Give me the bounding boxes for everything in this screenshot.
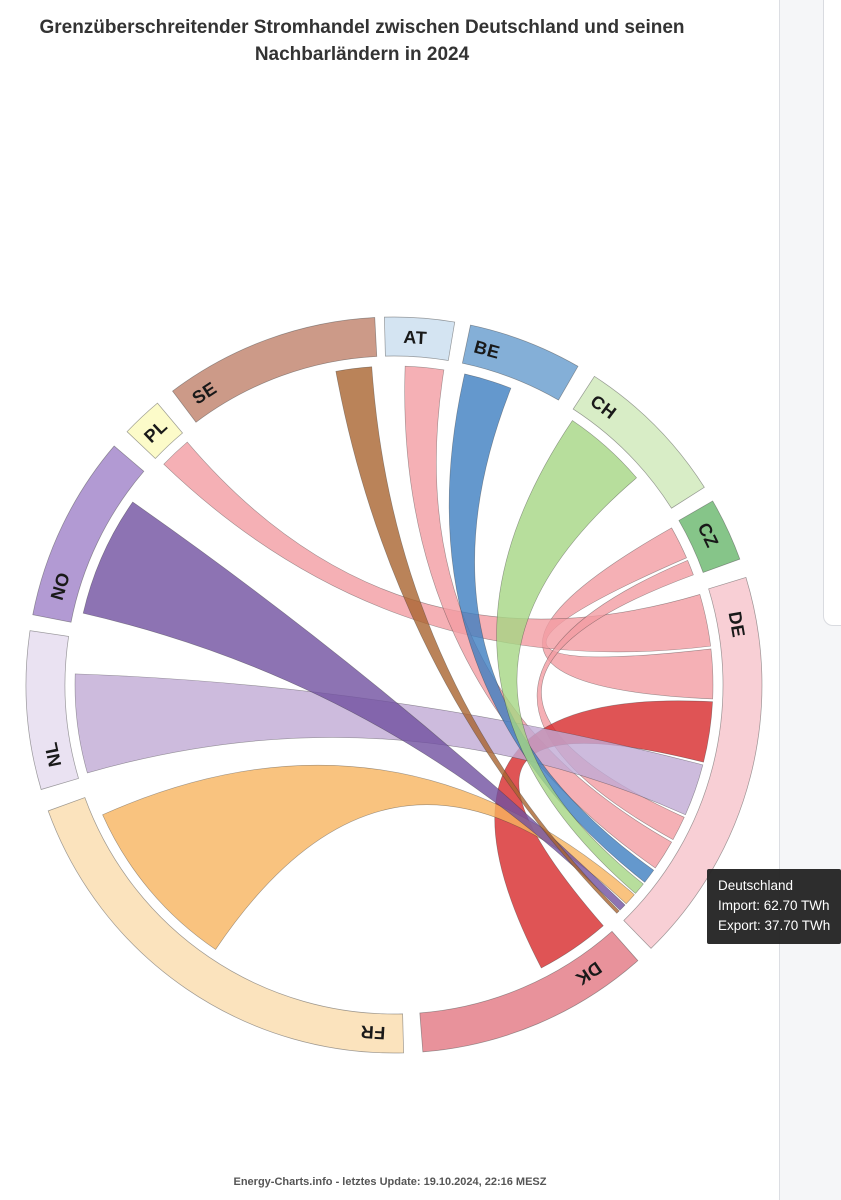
country-arc-DK[interactable] [419, 930, 639, 1053]
ribbon-NO-DE[interactable] [82, 501, 626, 911]
country-arc-AT[interactable] [384, 316, 456, 361]
ribbon-DK-DE[interactable] [494, 700, 713, 969]
ribbon-PL-DE[interactable] [163, 441, 711, 653]
page-title-line1: Grenzüberschreitender Stromhandel zwisch… [39, 17, 685, 38]
tooltip-country: Deutschland [718, 878, 794, 893]
ribbon-AT-DE[interactable] [404, 365, 673, 869]
ribbon-SE-DE[interactable] [335, 366, 620, 914]
country-label-AT: AT [403, 327, 428, 348]
ribbon-NL-DE[interactable] [74, 673, 704, 816]
country-arc-CH[interactable] [572, 375, 705, 509]
country-arc-SE[interactable] [172, 317, 378, 423]
ribbon-CH-DE[interactable] [496, 420, 644, 894]
country-arc-CZ[interactable] [678, 500, 741, 573]
side-panel-card [823, 0, 841, 626]
country-label-NL: NL [41, 740, 66, 768]
ribbon-BE-DE[interactable] [448, 373, 655, 883]
footer-attribution: Energy-Charts.info - letztes Update: 19.… [233, 1176, 547, 1188]
country-arc-BE[interactable] [461, 324, 579, 401]
country-arc-NO[interactable] [32, 445, 145, 623]
country-arc-DE[interactable] [623, 576, 763, 949]
tooltip-import-value: Import: 62.70 TWh [718, 898, 830, 913]
tooltip-export-value: Export: 37.70 TWh [718, 918, 831, 933]
country-arc-FR[interactable] [47, 797, 404, 1054]
country-arc-NL[interactable] [25, 630, 79, 790]
page-title-line2: Nachbarländern in 2024 [254, 44, 470, 65]
ribbon-FR-DE[interactable] [102, 764, 635, 950]
country-label-DE: DE [725, 610, 749, 639]
country-label-FR: FR [360, 1022, 386, 1043]
country-arc-PL[interactable] [126, 402, 184, 460]
tooltip-deutschland: Deutschland Import: 62.70 TWh Export: 37… [707, 869, 841, 944]
page-title: Grenzüberschreitender Stromhandel zwisch… [0, 14, 724, 68]
